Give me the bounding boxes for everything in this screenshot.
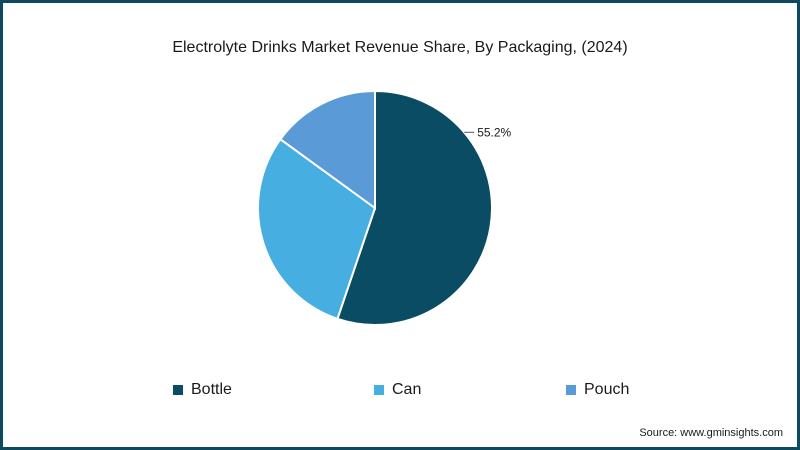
legend: Bottle Can Pouch	[3, 381, 797, 405]
pie-slice-pouch	[278, 89, 376, 210]
legend-label-can: Can	[392, 381, 422, 398]
legend-label-pouch: Pouch	[584, 381, 630, 398]
chart-title: Electrolyte Drinks Market Revenue Share,…	[172, 39, 628, 56]
source-note: Source: www.gminsights.com	[639, 427, 783, 439]
data-label-bottle: 55.2%	[477, 125, 511, 139]
pie-slice-bottle	[336, 89, 493, 326]
legend-item-pouch: Pouch	[566, 381, 629, 399]
legend-item-can: Can	[374, 381, 421, 399]
legend-swatch-pouch	[566, 385, 576, 395]
pie-chart: 55.2%	[257, 89, 512, 326]
legend-swatch-bottle	[173, 385, 183, 395]
legend-label-bottle: Bottle	[191, 381, 232, 398]
legend-item-bottle: Bottle	[173, 381, 232, 399]
legend-swatch-can	[374, 385, 384, 395]
pie-slice-can	[257, 137, 377, 321]
